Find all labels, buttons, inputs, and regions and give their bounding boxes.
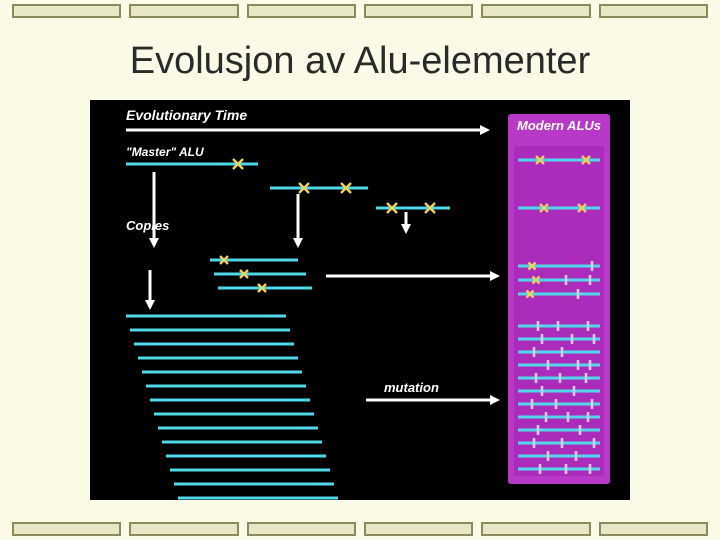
bar-segment bbox=[599, 4, 708, 18]
svg-text:Modern ALUs: Modern ALUs bbox=[517, 118, 601, 133]
bar-segment bbox=[364, 522, 473, 536]
svg-text:mutation: mutation bbox=[384, 380, 439, 395]
bar-segment bbox=[12, 522, 121, 536]
bar-segment bbox=[481, 522, 590, 536]
slide-title: Evolusjon av Alu-elementer bbox=[0, 40, 720, 83]
bottom-border-bar bbox=[0, 522, 720, 536]
bar-segment bbox=[481, 4, 590, 18]
bar-segment bbox=[247, 4, 356, 18]
svg-text:Evolutionary Time: Evolutionary Time bbox=[126, 107, 247, 123]
bar-segment bbox=[599, 522, 708, 536]
bar-segment bbox=[12, 4, 121, 18]
bar-segment bbox=[129, 4, 238, 18]
alu-evolution-diagram: Modern ALUs Evolutionary Time "Master" ALU… bbox=[90, 100, 630, 500]
top-border-bar bbox=[0, 4, 720, 18]
bar-segment bbox=[129, 522, 238, 536]
svg-text:Copies: Copies bbox=[126, 218, 169, 233]
bar-segment bbox=[247, 522, 356, 536]
bar-segment bbox=[364, 4, 473, 18]
svg-text:"Master" ALU: "Master" ALU bbox=[126, 145, 204, 159]
